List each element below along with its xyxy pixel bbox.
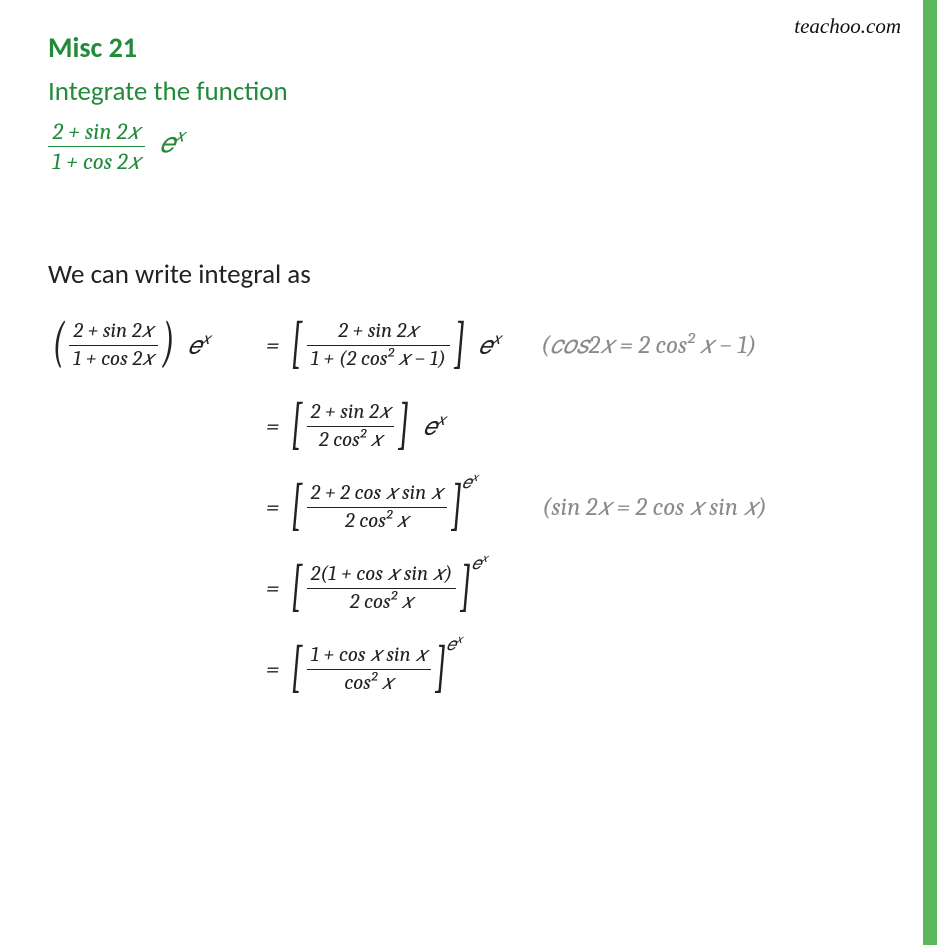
step3-rhs-num: 2 + 2 cos 𝑥 sin 𝑥: [307, 483, 447, 507]
page-content: Misc 21 Integrate the function 2 + sin 2…: [0, 0, 945, 694]
intro-text: We can write integral as: [48, 258, 897, 291]
step3-rhs-den: 2 cos² 𝑥: [307, 507, 447, 532]
problem-prompt: Integrate the function: [48, 75, 897, 108]
step1-lhs-den: 1 + cos 2𝑥: [69, 345, 158, 370]
step1-lhs-num: 2 + sin 2𝑥: [69, 321, 158, 345]
given-denominator: 1 + cos 2𝑥: [48, 146, 145, 173]
step-3: = [ 2 + 2 cos 𝑥 sin 𝑥 2 cos² 𝑥 ] 𝑒𝑥 (sin…: [258, 483, 897, 532]
given-expression: 2 + sin 2𝑥 1 + cos 2𝑥 𝑒𝑥: [48, 120, 897, 173]
step-1: ( 2 + sin 2𝑥 1 + cos 2𝑥 ) 𝑒𝑥 = [ 2 + sin…: [48, 321, 897, 370]
step1-rhs-num: 2 + sin 2𝑥: [307, 321, 450, 345]
step2-rhs-num: 2 + sin 2𝑥: [307, 402, 395, 426]
step-2: = [ 2 + sin 2𝑥 2 cos² 𝑥 ] 𝑒𝑥: [258, 402, 897, 451]
step4-rhs-den: 2 cos² 𝑥: [307, 588, 457, 613]
step-5: = [ 1 + cos 𝑥 sin 𝑥 cos² 𝑥 ] 𝑒𝑥: [258, 645, 897, 694]
problem-number: Misc 21: [48, 30, 897, 65]
step3-note: (sin 2𝑥 = 2 cos 𝑥 sin 𝑥): [542, 493, 767, 522]
step-4: = [ 2(1 + cos 𝑥 sin 𝑥) 2 cos² 𝑥 ] 𝑒𝑥: [258, 564, 897, 613]
step5-rhs-den: cos² 𝑥: [307, 669, 431, 694]
step4-rhs-num: 2(1 + cos 𝑥 sin 𝑥): [307, 564, 457, 588]
step1-rhs-den: 1 + (2 cos² 𝑥 − 1): [307, 345, 450, 370]
equals: =: [266, 331, 279, 360]
step1-note: (𝑐𝑜𝑠2𝑥 = 2 cos² 𝑥 − 1): [541, 331, 756, 360]
step5-rhs-num: 1 + cos 𝑥 sin 𝑥: [307, 645, 431, 669]
right-accent-stripe: [923, 0, 945, 945]
watermark: teachoo.com: [794, 14, 901, 39]
given-numerator: 2 + sin 2𝑥: [48, 120, 145, 146]
step2-rhs-den: 2 cos² 𝑥: [307, 426, 395, 451]
